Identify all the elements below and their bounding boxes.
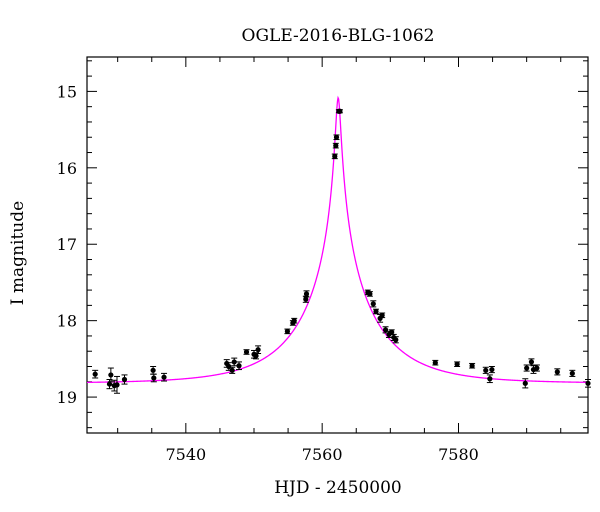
data-point xyxy=(161,374,167,380)
data-point xyxy=(151,375,157,381)
data-point xyxy=(236,363,242,369)
x-tick-label: 7540 xyxy=(165,445,206,464)
data-point xyxy=(554,369,560,375)
data-point xyxy=(243,349,250,355)
y-tick-label: 18 xyxy=(57,312,77,331)
data-point xyxy=(487,376,493,382)
data-point xyxy=(367,291,373,297)
data-point xyxy=(337,108,343,114)
y-tick-label: 19 xyxy=(57,388,77,407)
data-point xyxy=(284,328,290,334)
data-point xyxy=(469,363,475,369)
data-point xyxy=(522,380,528,386)
data-point xyxy=(229,367,235,373)
data-point xyxy=(106,381,113,387)
data-point xyxy=(253,353,259,359)
y-tick-label: 15 xyxy=(57,82,77,101)
chart-title: OGLE-2016-BLG-1062 xyxy=(242,26,435,46)
data-point xyxy=(231,359,237,365)
data-point xyxy=(150,367,156,373)
data-point xyxy=(569,370,575,376)
data-point xyxy=(291,318,297,324)
data-point xyxy=(432,360,438,366)
data-point xyxy=(528,359,535,365)
data-point xyxy=(333,134,340,140)
y-tick-label: 17 xyxy=(57,235,77,254)
x-tick-label: 7560 xyxy=(302,445,343,464)
data-point xyxy=(524,365,530,371)
data-point xyxy=(303,296,309,302)
x-tick-label: 7580 xyxy=(438,445,479,464)
data-point xyxy=(373,308,379,315)
data-point xyxy=(333,143,339,149)
plot-area: 7540 7560 7580 15 16 17 18 19 xyxy=(57,56,591,464)
data-point xyxy=(332,153,338,159)
data-point xyxy=(585,380,591,386)
data-point xyxy=(454,361,460,367)
data-point xyxy=(255,347,261,353)
data-point xyxy=(483,367,489,373)
data-point xyxy=(303,291,310,297)
data-point xyxy=(114,382,120,388)
data-point xyxy=(534,365,540,371)
data-point xyxy=(108,372,114,378)
x-axis-label: HJD - 2450000 xyxy=(274,478,402,498)
data-point xyxy=(379,312,385,318)
data-point xyxy=(393,337,399,343)
y-tick-label: 16 xyxy=(57,159,77,178)
data-point xyxy=(489,366,495,373)
plot-frame xyxy=(86,56,589,434)
data-point xyxy=(370,301,376,307)
data-point xyxy=(389,329,395,335)
model-curve xyxy=(87,95,588,384)
data-point xyxy=(121,376,128,383)
data-point xyxy=(92,371,98,377)
data-point xyxy=(226,363,232,370)
y-axis-label: I magnitude xyxy=(8,201,28,305)
